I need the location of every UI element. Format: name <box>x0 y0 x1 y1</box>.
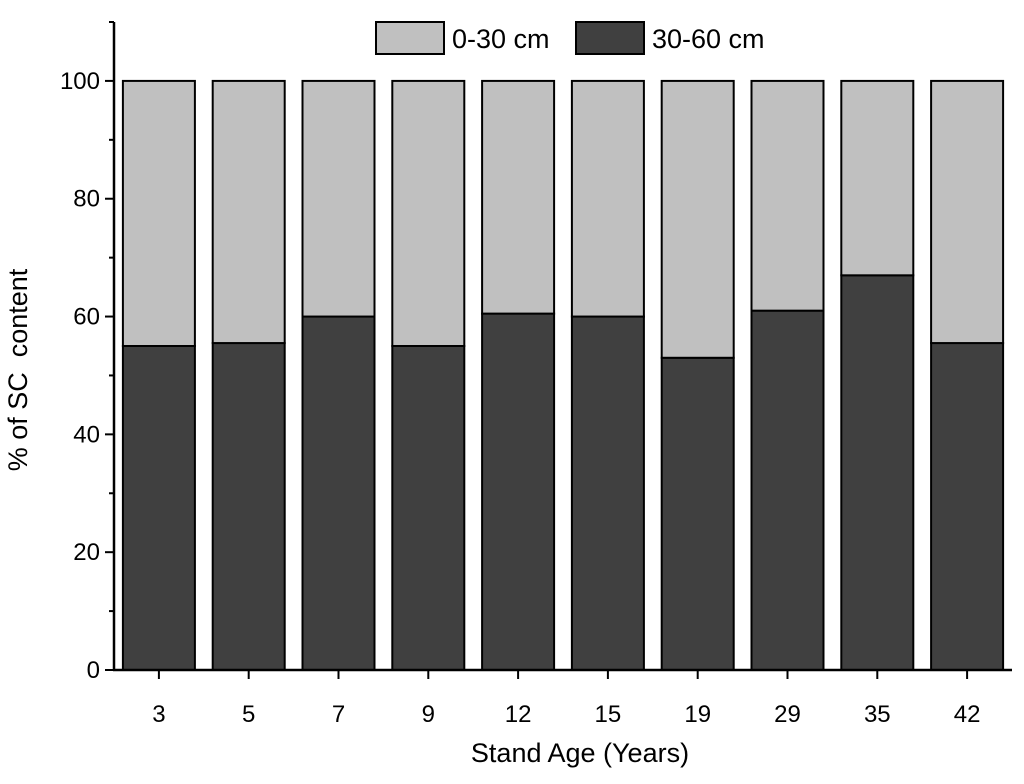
bars-layer <box>121 79 1005 671</box>
y-tick-label-0: 0 <box>87 657 100 684</box>
x-tick-label-12: 12 <box>505 701 532 728</box>
bar-upper-3 <box>121 79 196 347</box>
x-tick-label-42: 42 <box>954 701 981 728</box>
bar-lower-35 <box>840 274 915 671</box>
bar-upper-9 <box>391 79 466 347</box>
x-axis-title: Stand Age (Years) <box>471 738 689 768</box>
bar-lower-29 <box>750 309 825 671</box>
bar-upper-29 <box>750 79 825 312</box>
x-tick-label-7: 7 <box>332 701 345 728</box>
x-tick-label-29: 29 <box>774 701 801 728</box>
y-tick-label-100: 100 <box>60 68 100 95</box>
bar-upper-42 <box>930 79 1005 345</box>
bar-upper-19 <box>660 79 735 359</box>
bar-lower-42 <box>930 342 1005 671</box>
bar-lower-19 <box>660 356 735 671</box>
legend-swatch-30-60cm <box>575 21 645 55</box>
x-tick-label-5: 5 <box>242 701 255 728</box>
y-tick-label-40: 40 <box>73 421 100 448</box>
y-tick-label-20: 20 <box>73 539 100 566</box>
y-tick-label-60: 60 <box>73 304 100 331</box>
bar-lower-12 <box>481 312 556 671</box>
x-tick-label-35: 35 <box>864 701 891 728</box>
bar-lower-9 <box>391 345 466 671</box>
bar-lower-7 <box>301 315 376 671</box>
legend-swatch-0-30cm <box>375 21 445 55</box>
y-axis-title: % of SC content <box>3 268 33 471</box>
x-tick-label-19: 19 <box>684 701 711 728</box>
x-tick-label-15: 15 <box>595 701 622 728</box>
legend-label-30-60cm: 30-60 cm <box>652 24 765 54</box>
bar-lower-15 <box>570 315 645 671</box>
bar-lower-5 <box>211 342 286 671</box>
bar-upper-15 <box>570 79 645 318</box>
legend-label-0-30cm: 0-30 cm <box>452 24 550 54</box>
bar-upper-12 <box>481 79 556 315</box>
bar-lower-3 <box>121 345 196 671</box>
x-tick-label-9: 9 <box>422 701 435 728</box>
legend: 0-30 cm 30-60 cm <box>375 21 765 55</box>
x-tick-label-3: 3 <box>152 701 165 728</box>
bar-upper-35 <box>840 79 915 277</box>
bar-upper-5 <box>211 79 286 345</box>
bar-upper-7 <box>301 79 376 318</box>
axes-layer <box>112 22 1012 672</box>
y-tick-label-80: 80 <box>73 186 100 213</box>
